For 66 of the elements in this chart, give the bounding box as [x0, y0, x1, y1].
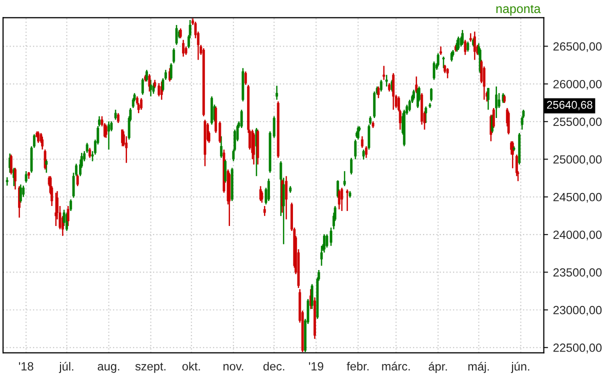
candlestick — [385, 74, 388, 88]
candlestick — [175, 24, 178, 46]
candlestick — [382, 65, 386, 80]
candlestick — [343, 170, 346, 187]
candlestick — [114, 109, 117, 120]
candlestick — [54, 192, 58, 227]
x-tick-label: júl. — [58, 362, 74, 373]
candlestick — [285, 175, 288, 220]
y-tick-label: 25500,00 — [553, 118, 602, 128]
candlestick — [158, 82, 160, 98]
y-tick-label: 26500,00 — [553, 42, 602, 52]
candlestick — [244, 70, 247, 86]
x-tick-label: okt. — [182, 362, 200, 370]
y-tick-label: 22500,00 — [553, 344, 602, 354]
candlestick — [373, 90, 376, 119]
candlestick — [132, 97, 134, 109]
candlestick — [240, 109, 243, 129]
x-tick-label: máj. — [468, 362, 489, 373]
x-tick-label: febr. — [346, 362, 369, 370]
candlestick — [380, 79, 382, 92]
candlestick — [182, 39, 185, 58]
candlestick — [70, 198, 72, 212]
candlestick — [408, 99, 411, 112]
x-tick-label: '19 — [309, 362, 324, 370]
candlestick — [515, 154, 518, 177]
candlestick — [24, 170, 28, 184]
y-tick-label: 24000,00 — [553, 230, 602, 240]
candlestick — [466, 40, 470, 52]
y-tick-label: 26000,00 — [553, 80, 602, 90]
candlestick — [346, 188, 349, 212]
y-tick-label: 25000,00 — [553, 155, 602, 166]
candlestick — [172, 48, 176, 64]
candlestick — [263, 205, 266, 217]
candlestick — [117, 112, 120, 124]
candlestick — [464, 39, 466, 56]
x-tick-label: szept. — [135, 362, 166, 373]
candlestick — [140, 97, 143, 110]
candlestick — [108, 120, 110, 150]
candlestick — [495, 86, 498, 119]
y-tick-label: 23500,00 — [553, 268, 602, 278]
x-tick-label: nov. — [224, 364, 244, 370]
candlestick — [430, 88, 433, 102]
y-tick-label: 23000,00 — [553, 306, 602, 316]
candlestick — [362, 148, 365, 160]
y-tick-label: 24500,00 — [553, 192, 602, 203]
candlestick — [276, 85, 278, 100]
candlestick — [326, 234, 328, 248]
candlestick — [354, 138, 357, 160]
candlestick — [125, 136, 128, 164]
x-tick-label: '18 — [19, 362, 34, 370]
candlestick — [340, 187, 344, 212]
candlestick — [365, 146, 368, 159]
candlestick — [224, 158, 227, 184]
x-tick-label: márc. — [382, 362, 410, 370]
x-tick-label: aug. — [98, 364, 120, 373]
x-tick-label: dec. — [263, 362, 284, 370]
candlestick — [360, 136, 364, 148]
text: 25640,68 — [547, 100, 592, 110]
x-tick-label: jún. — [510, 362, 530, 373]
candlestick — [440, 46, 442, 56]
candlestick — [350, 157, 353, 176]
x-tick-label: ápr. — [428, 362, 447, 373]
chart-subtitle: naponta — [496, 4, 541, 16]
candlestick — [267, 178, 270, 202]
candlestick — [446, 68, 449, 79]
candlestick — [88, 147, 92, 159]
